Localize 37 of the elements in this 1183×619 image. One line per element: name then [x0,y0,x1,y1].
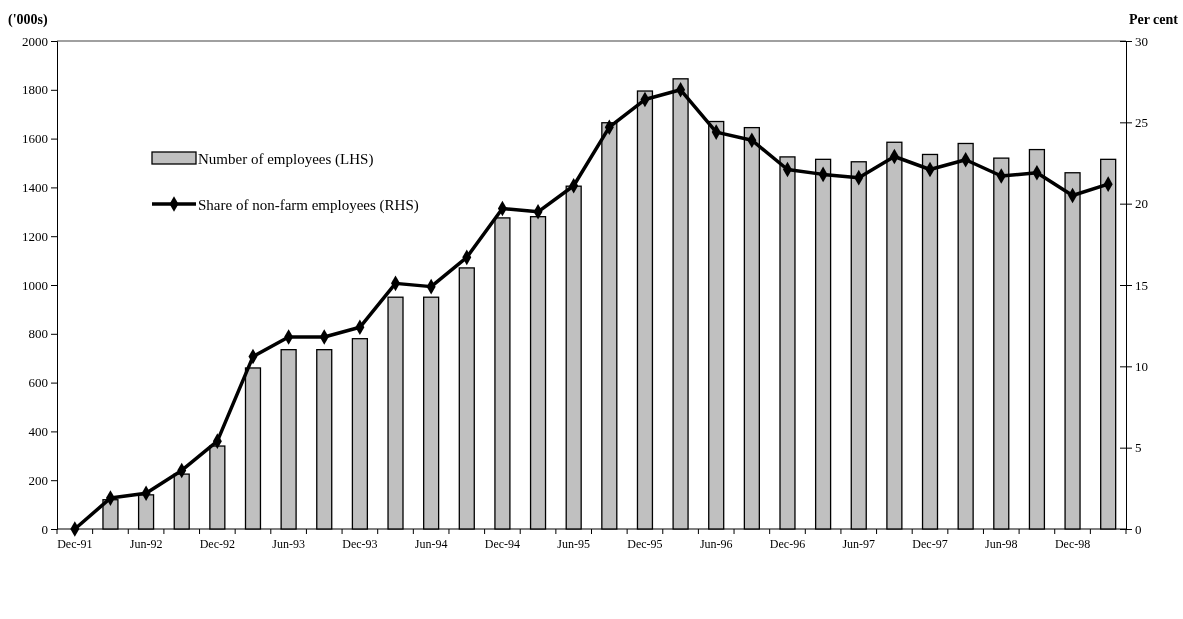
x-tick-label: Dec-98 [1054,536,1091,551]
y-axis-title: ('000s) [8,12,48,28]
y-tick-label: 1600 [22,131,48,147]
x-tick-label: Dec-96 [769,536,806,551]
x-tick-label: Jun-93 [272,536,305,551]
y-tick-label: 1400 [22,180,48,196]
y2-tick-label: 30 [1135,33,1148,49]
x-tick-label: Jun-97 [842,536,876,551]
legend-label: Share of non-farm employees (RHS) [198,197,419,214]
y2-tick-label: 0 [1135,521,1142,537]
x-tick-label: Jun-96 [699,536,733,551]
x-tick-label: Dec-92 [199,536,236,551]
x-tick-label: Dec-95 [627,536,663,551]
y-tick-label: 0 [41,521,48,537]
x-tick-label: Dec-94 [484,536,521,551]
x-tick-label: Jun-94 [414,536,448,551]
x-tick-label: Dec-93 [342,536,378,551]
y-tick-label: 1000 [22,277,48,293]
y-tick-label: 800 [28,326,48,342]
x-tick-label: Jun-98 [984,536,1018,551]
y-tick-label: 1800 [22,82,48,98]
x-tick-label: Dec-97 [912,536,948,551]
y2-tick-label: 15 [1135,277,1148,293]
legend-label: Number of employees (LHS) [198,151,374,168]
y2-tick-label: 20 [1135,196,1148,212]
x-tick-label: Jun-95 [557,536,591,551]
y-tick-label: 600 [28,375,48,391]
y-tick-label: 2000 [22,33,48,49]
x-tick-label: Jun-92 [129,536,163,551]
y-tick-label: 400 [28,424,48,440]
y2-tick-label: 5 [1135,440,1142,456]
y-tick-label: 1200 [22,228,48,244]
x-tick-label: Dec-91 [57,536,93,551]
y2-tick-label: 10 [1135,358,1148,374]
y2-axis-title: Per cent [1128,12,1179,27]
y-tick-label: 200 [28,472,48,488]
y2-tick-label: 25 [1135,114,1148,130]
